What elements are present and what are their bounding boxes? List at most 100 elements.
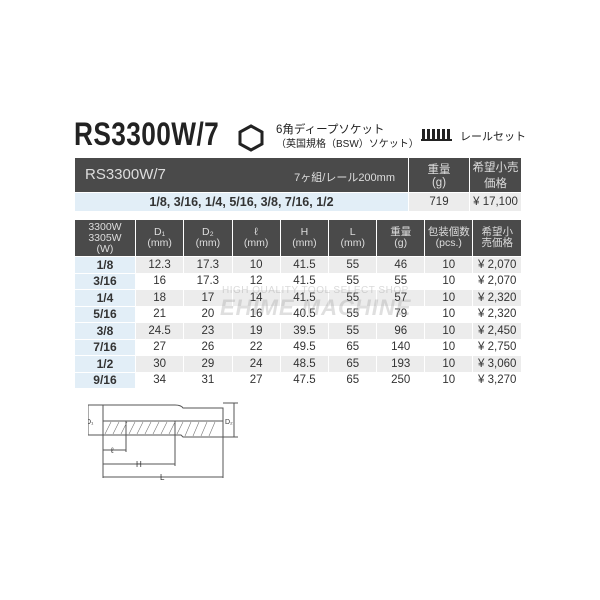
size-cell: 1/8 [75, 257, 135, 273]
column-header: L (mm) [329, 220, 377, 256]
value-cell: 250 [391, 374, 411, 387]
rail-set-label: レールセット [460, 131, 526, 143]
value-cell: ¥ 3,270 [478, 374, 517, 387]
size-cell: 3/8 [75, 323, 135, 339]
value-cell: 34 [153, 374, 166, 387]
value-cell: 140 [391, 341, 411, 354]
column-header: D₂ (mm) [184, 220, 232, 256]
column-header: ℓ (mm) [232, 220, 280, 256]
value-cell: 48.5 [280, 356, 329, 372]
value-cell: 24.5 [135, 323, 184, 339]
value-cell: 24 [232, 356, 280, 372]
value-cell: 21 [153, 308, 166, 321]
value-cell: 10 [442, 275, 456, 288]
value-cell: 65 [329, 356, 377, 372]
set-table: RS3300W/7 7ヶ組/レール200mm 重量 (g) 希望小売 価格 1/8, … [74, 157, 522, 212]
size-cell: 3/16 [75, 273, 135, 289]
value-cell: 10 [442, 308, 456, 321]
table-row: 5/16 21 20 16 40.5 55 79 10 ¥ 2,320 [75, 306, 521, 322]
value-cell: 23 [184, 323, 232, 339]
weight-header: 重量 (g) [409, 158, 469, 192]
value-cell: 17.3 [196, 275, 220, 288]
size-cell: 1/4 [75, 290, 135, 306]
value-cell: 57 [377, 290, 425, 306]
value-cell: ¥ 2,070 [473, 257, 521, 273]
value-cell: 10 [425, 290, 473, 306]
value-cell: 47.5 [293, 374, 316, 387]
value-cell: 40.5 [293, 308, 316, 321]
value-cell: 22 [249, 341, 263, 354]
value-cell: 96 [377, 323, 425, 339]
column-header: 3300W 3305W (W) [75, 220, 135, 256]
value-cell: ¥ 2,320 [473, 290, 521, 306]
value-cell: ¥ 2,320 [478, 308, 517, 321]
label-l: L [160, 473, 165, 482]
value-cell: ¥ 3,060 [473, 356, 521, 372]
value-cell: ¥ 2,450 [473, 323, 521, 339]
watermark-logo: EHIME MACHINE [220, 295, 412, 320]
table-row: 3/8 24.5 23 19 39.5 55 96 10 ¥ 2,450 [75, 323, 521, 339]
value-cell: 16 [153, 275, 166, 288]
socket-dimension-diagram: D₁ D₂ ℓ H L [88, 402, 238, 482]
table-row: 1/2 30 29 24 48.5 65 193 10 ¥ 3,060 [75, 356, 521, 372]
size-cell: 9/16 [75, 372, 135, 388]
set-desc: 7ヶ組/レール200mm [294, 171, 395, 184]
value-cell: 193 [377, 356, 425, 372]
table-row: 3/16 16 17.3 12 41.5 55 55 10 ¥ 2,070 [75, 273, 521, 289]
column-header: 包装個数 (pcs.) [425, 220, 473, 256]
value-cell: 41.5 [280, 290, 329, 306]
value-cell: 10 [232, 257, 280, 273]
value-cell: 55 [394, 275, 408, 288]
size-cell: 5/16 [75, 306, 135, 322]
column-header: 重量 (g) [377, 220, 425, 256]
value-cell: 14 [232, 290, 280, 306]
column-header: D₁ (mm) [135, 220, 184, 256]
value-cell: 65 [346, 341, 360, 354]
value-cell: 10 [425, 356, 473, 372]
value-cell: 49.5 [293, 341, 316, 354]
table-row: 1/8 12.3 17.3 10 41.5 55 46 10 ¥ 2,070 [75, 257, 521, 273]
rail-set-icon [421, 129, 452, 141]
value-cell: 55 [346, 308, 360, 321]
value-cell: 12 [249, 275, 263, 288]
value-cell: 19 [232, 323, 280, 339]
label-l-small: ℓ [110, 446, 114, 455]
subtitle-standard: （英国規格（BSW）ソケット） [276, 139, 419, 150]
hexagon-icon [238, 124, 264, 152]
value-cell: 41.5 [293, 275, 316, 288]
column-header: H (mm) [280, 220, 329, 256]
value-cell: 27 [153, 341, 166, 354]
value-cell: 12.3 [135, 257, 184, 273]
value-cell: 16 [249, 308, 263, 321]
product-title: RS3300W/7 [74, 116, 220, 152]
value-cell: 55 [329, 323, 377, 339]
set-price: ¥ 17,100 [470, 193, 521, 211]
value-cell: 39.5 [280, 323, 329, 339]
size-cell: 7/16 [75, 339, 135, 355]
value-cell: 55 [329, 257, 377, 273]
label-d2: D₂ [225, 419, 233, 426]
set-sizes: 1/8, 3/16, 1/4, 5/16, 3/8, 7/16, 1/2 [75, 193, 408, 211]
value-cell: 18 [135, 290, 184, 306]
value-cell: 41.5 [280, 257, 329, 273]
value-cell: 31 [201, 374, 215, 387]
set-name: RS3300W/7 7ヶ組/レール200mm [75, 158, 408, 192]
value-cell: 55 [346, 275, 360, 288]
value-cell: 17.3 [184, 257, 232, 273]
value-cell: 10 [425, 323, 473, 339]
value-cell: 17 [184, 290, 232, 306]
label-d1: D₁ [88, 419, 94, 426]
set-weight: 719 [409, 193, 469, 211]
value-cell: 10 [442, 374, 456, 387]
value-cell: 10 [442, 341, 456, 354]
value-cell: 10 [425, 257, 473, 273]
value-cell: 46 [377, 257, 425, 273]
value-cell: 55 [329, 290, 377, 306]
value-cell: 26 [201, 341, 215, 354]
value-cell: 79 [394, 308, 408, 321]
column-header: 希望小 売価格 [473, 220, 521, 256]
label-h: H [136, 460, 142, 469]
subtitle-type: 6角ディープソケット [276, 124, 385, 136]
table-row: 1/4 18 17 14 41.5 55 57 10 ¥ 2,320 [75, 290, 521, 306]
